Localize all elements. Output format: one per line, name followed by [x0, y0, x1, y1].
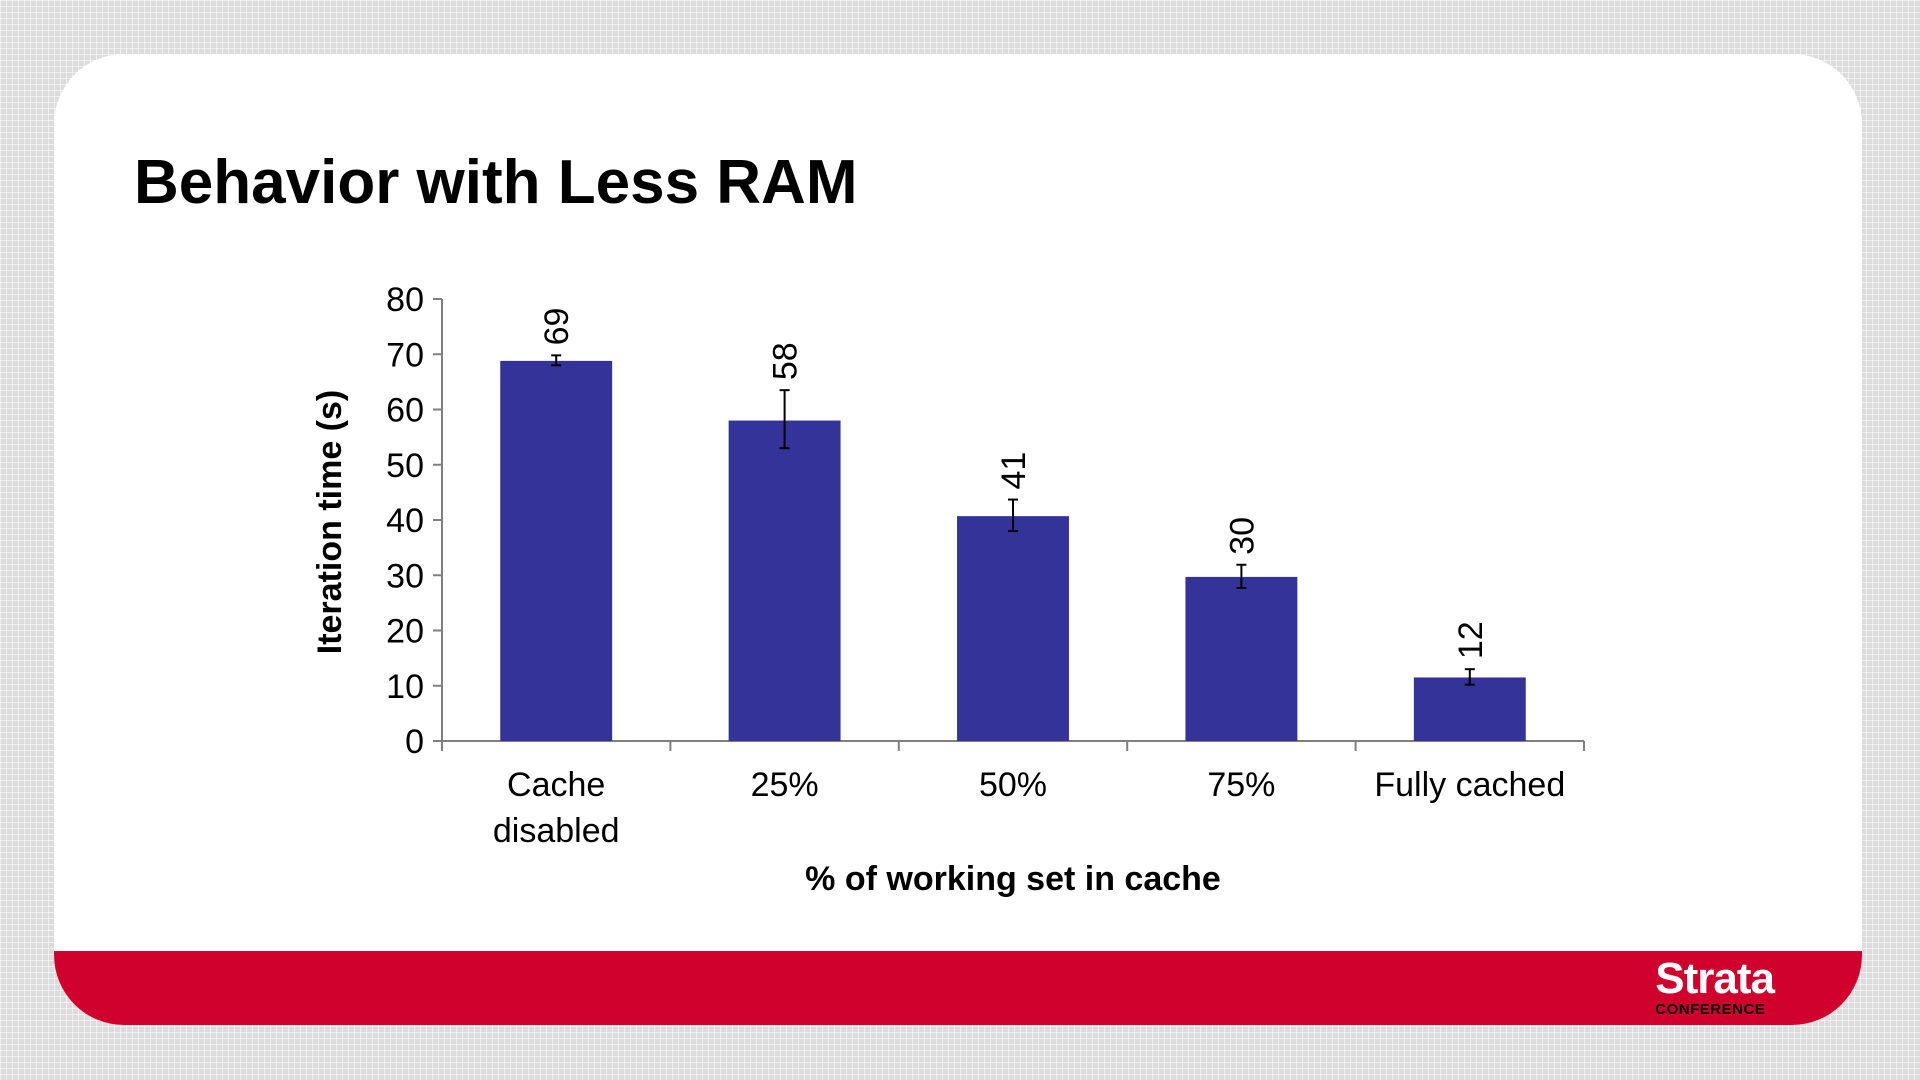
strata-logo: Strata CONFERENCE — [1655, 954, 1775, 1018]
bar — [1413, 677, 1526, 741]
chart-labels: 0 10 20 30 40 50 60 70 80 69 Cache disabled 58 25% 41 5… — [386, 281, 1565, 850]
x-category-label: disabled — [493, 812, 620, 850]
y-axis-title: Iteration time (s) — [311, 390, 349, 654]
x-category-label: 50% — [979, 766, 1047, 804]
bar — [957, 516, 1069, 741]
x-category-label: Cache — [507, 766, 605, 804]
bar — [1185, 576, 1298, 741]
y-tick-label: 20 — [386, 613, 424, 651]
y-tick-label: 50 — [386, 447, 424, 485]
data-label: 69 — [538, 308, 576, 346]
y-tick-label: 30 — [386, 557, 424, 595]
y-tick-label: 40 — [386, 502, 424, 540]
y-tick-label: 80 — [386, 281, 424, 319]
bar — [500, 360, 613, 741]
slide-title: Behavior with Less RAM — [134, 148, 858, 217]
data-label: 58 — [767, 342, 805, 380]
y-tick-label: 60 — [386, 392, 424, 430]
data-label: 30 — [1223, 517, 1261, 555]
logo-subtitle: CONFERENCE — [1655, 1001, 1766, 1018]
x-category-label: Fully cached — [1374, 766, 1565, 804]
chart-bars — [500, 354, 1526, 741]
footer-band: Strata CONFERENCE — [54, 951, 1862, 1025]
y-tick-label: 0 — [405, 723, 424, 761]
data-label: 12 — [1452, 621, 1490, 659]
y-tick-label: 10 — [386, 668, 424, 706]
x-category-label: 75% — [1207, 766, 1275, 804]
data-label: 41 — [995, 452, 1033, 490]
logo-wordmark: Strata — [1655, 954, 1775, 1003]
bar — [728, 420, 841, 741]
y-tick-label: 70 — [386, 336, 424, 374]
x-category-label: 25% — [751, 766, 819, 804]
x-axis-title: % of working set in cache — [805, 860, 1221, 898]
